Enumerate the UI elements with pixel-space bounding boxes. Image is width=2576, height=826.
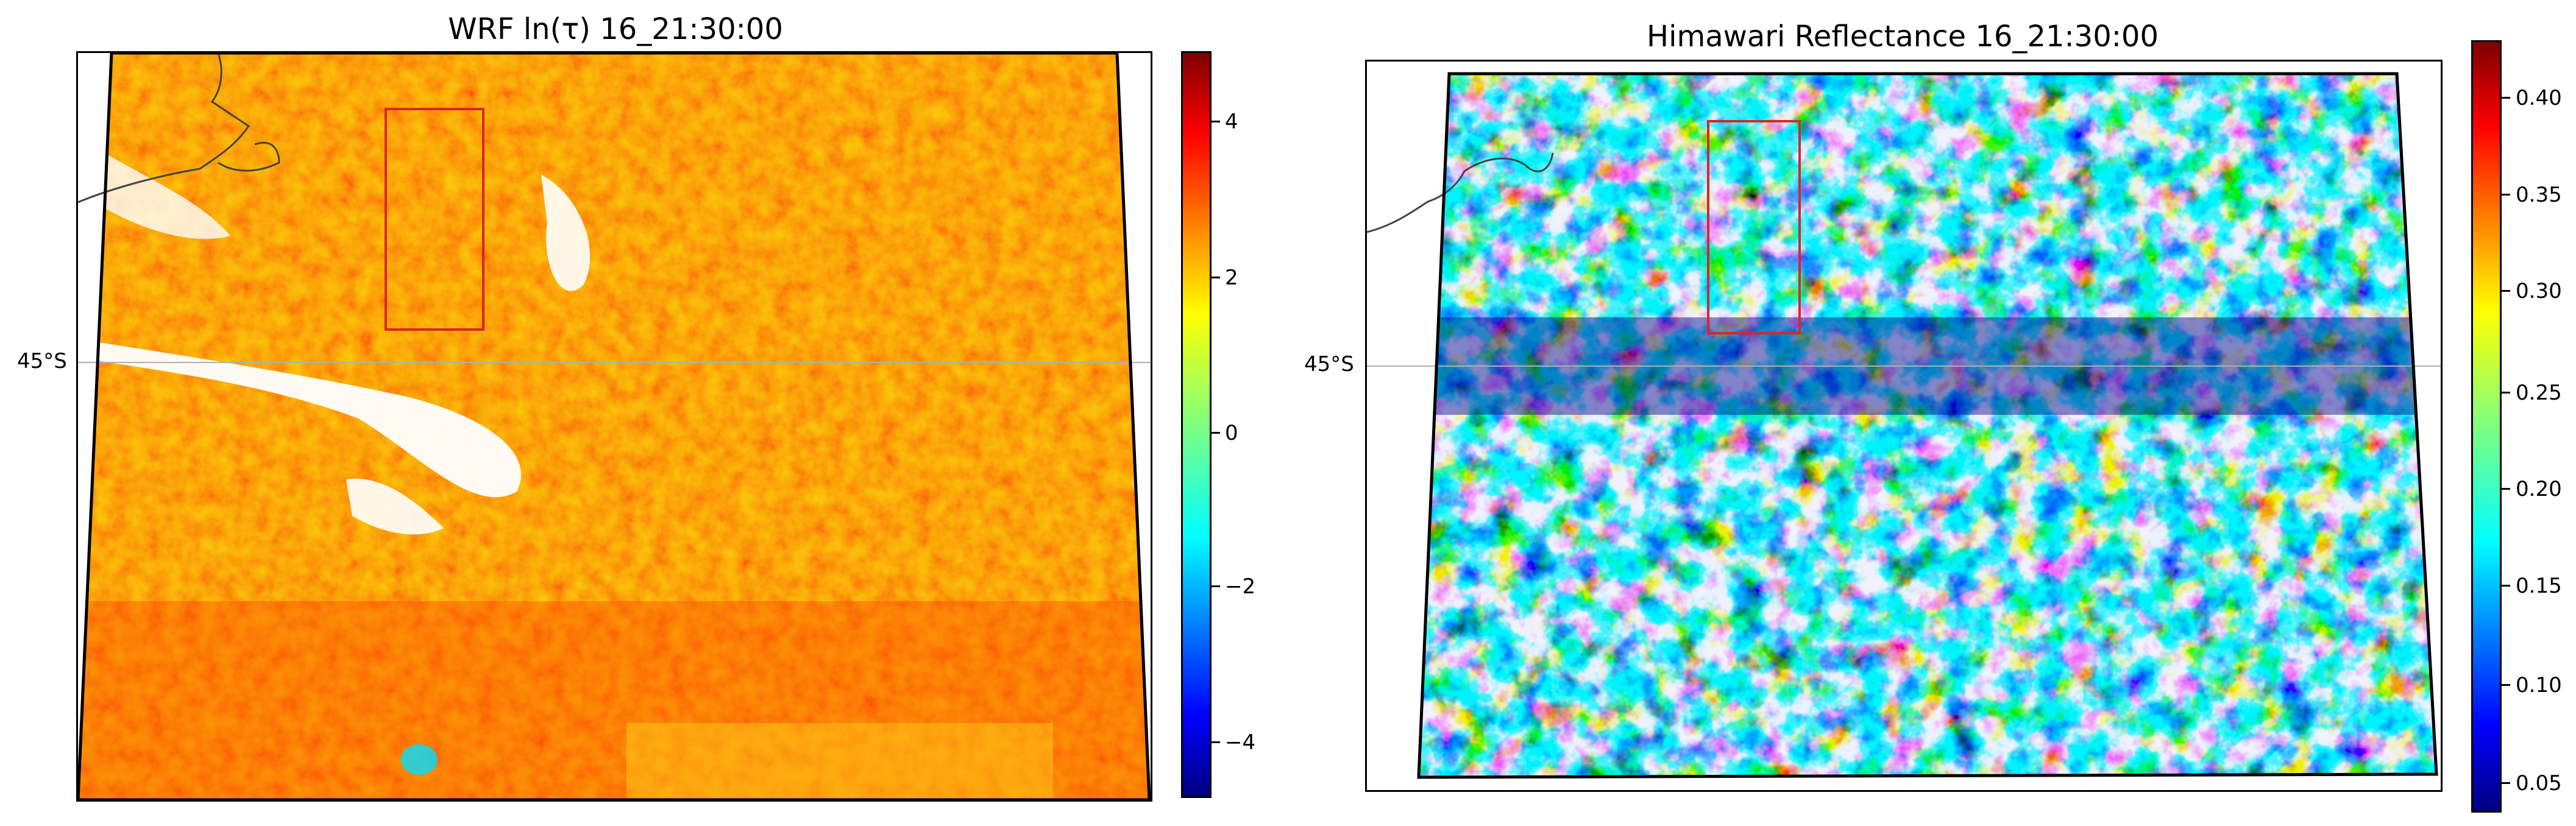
right-cb-label: 0.25 bbox=[2516, 381, 2562, 405]
right-colorbar bbox=[2471, 40, 2502, 813]
right-field bbox=[1419, 74, 2436, 777]
right-cb-tick bbox=[2502, 585, 2510, 587]
left-red-box bbox=[385, 108, 484, 331]
right-red-box bbox=[1707, 120, 1801, 334]
right-cb-label: 0.40 bbox=[2516, 86, 2562, 110]
right-cb-label: 0.15 bbox=[2516, 574, 2562, 598]
left-cb-tick bbox=[1212, 432, 1220, 434]
left-cb-label: 0 bbox=[1225, 421, 1238, 445]
right-cb-tick bbox=[2502, 97, 2510, 99]
left-field bbox=[78, 53, 1149, 800]
left-cb-tick bbox=[1212, 585, 1220, 587]
left-cb-tick bbox=[1212, 121, 1220, 122]
right-cb-tick bbox=[2502, 782, 2510, 784]
right-lat-label: 45°S bbox=[1304, 352, 1354, 376]
left-coastline bbox=[78, 53, 280, 203]
right-panel-title: Himawari Reflectance 16_21:30:00 bbox=[1647, 19, 2159, 54]
left-domain-outline bbox=[78, 53, 1151, 800]
right-cb-label: 0.30 bbox=[2516, 279, 2562, 303]
left-cb-label: −2 bbox=[1225, 574, 1256, 599]
right-cb-label: 0.10 bbox=[2516, 673, 2562, 697]
left-cb-tick bbox=[1212, 277, 1220, 278]
left-cb-label: 2 bbox=[1225, 266, 1238, 290]
right-cb-label: 0.20 bbox=[2516, 477, 2562, 501]
right-coastline bbox=[1367, 152, 1554, 233]
right-cb-tick bbox=[2502, 290, 2510, 292]
left-lat-label: 45°S bbox=[17, 349, 67, 373]
left-cb-label: −4 bbox=[1225, 730, 1256, 755]
right-domain-outline bbox=[1417, 72, 2438, 779]
right-map bbox=[1365, 60, 2443, 792]
left-panel-title: WRF ln(τ) 16_21:30:00 bbox=[448, 12, 783, 46]
right-cb-label: 0.05 bbox=[2516, 771, 2562, 796]
right-cb-tick bbox=[2502, 194, 2510, 196]
left-colorbar bbox=[1181, 51, 1212, 798]
right-cb-tick bbox=[2502, 488, 2510, 490]
left-map-canvas bbox=[78, 53, 1151, 800]
right-cb-tick bbox=[2502, 392, 2510, 394]
left-map bbox=[76, 51, 1152, 802]
left-cb-label: 4 bbox=[1225, 110, 1238, 134]
right-cb-label: 0.35 bbox=[2516, 183, 2562, 207]
left-cb-tick bbox=[1212, 741, 1220, 743]
right-map-canvas bbox=[1367, 72, 2441, 779]
right-cb-tick bbox=[2502, 684, 2510, 686]
